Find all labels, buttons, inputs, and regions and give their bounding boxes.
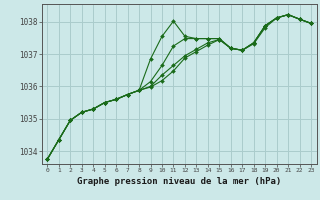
X-axis label: Graphe pression niveau de la mer (hPa): Graphe pression niveau de la mer (hPa) bbox=[77, 177, 281, 186]
